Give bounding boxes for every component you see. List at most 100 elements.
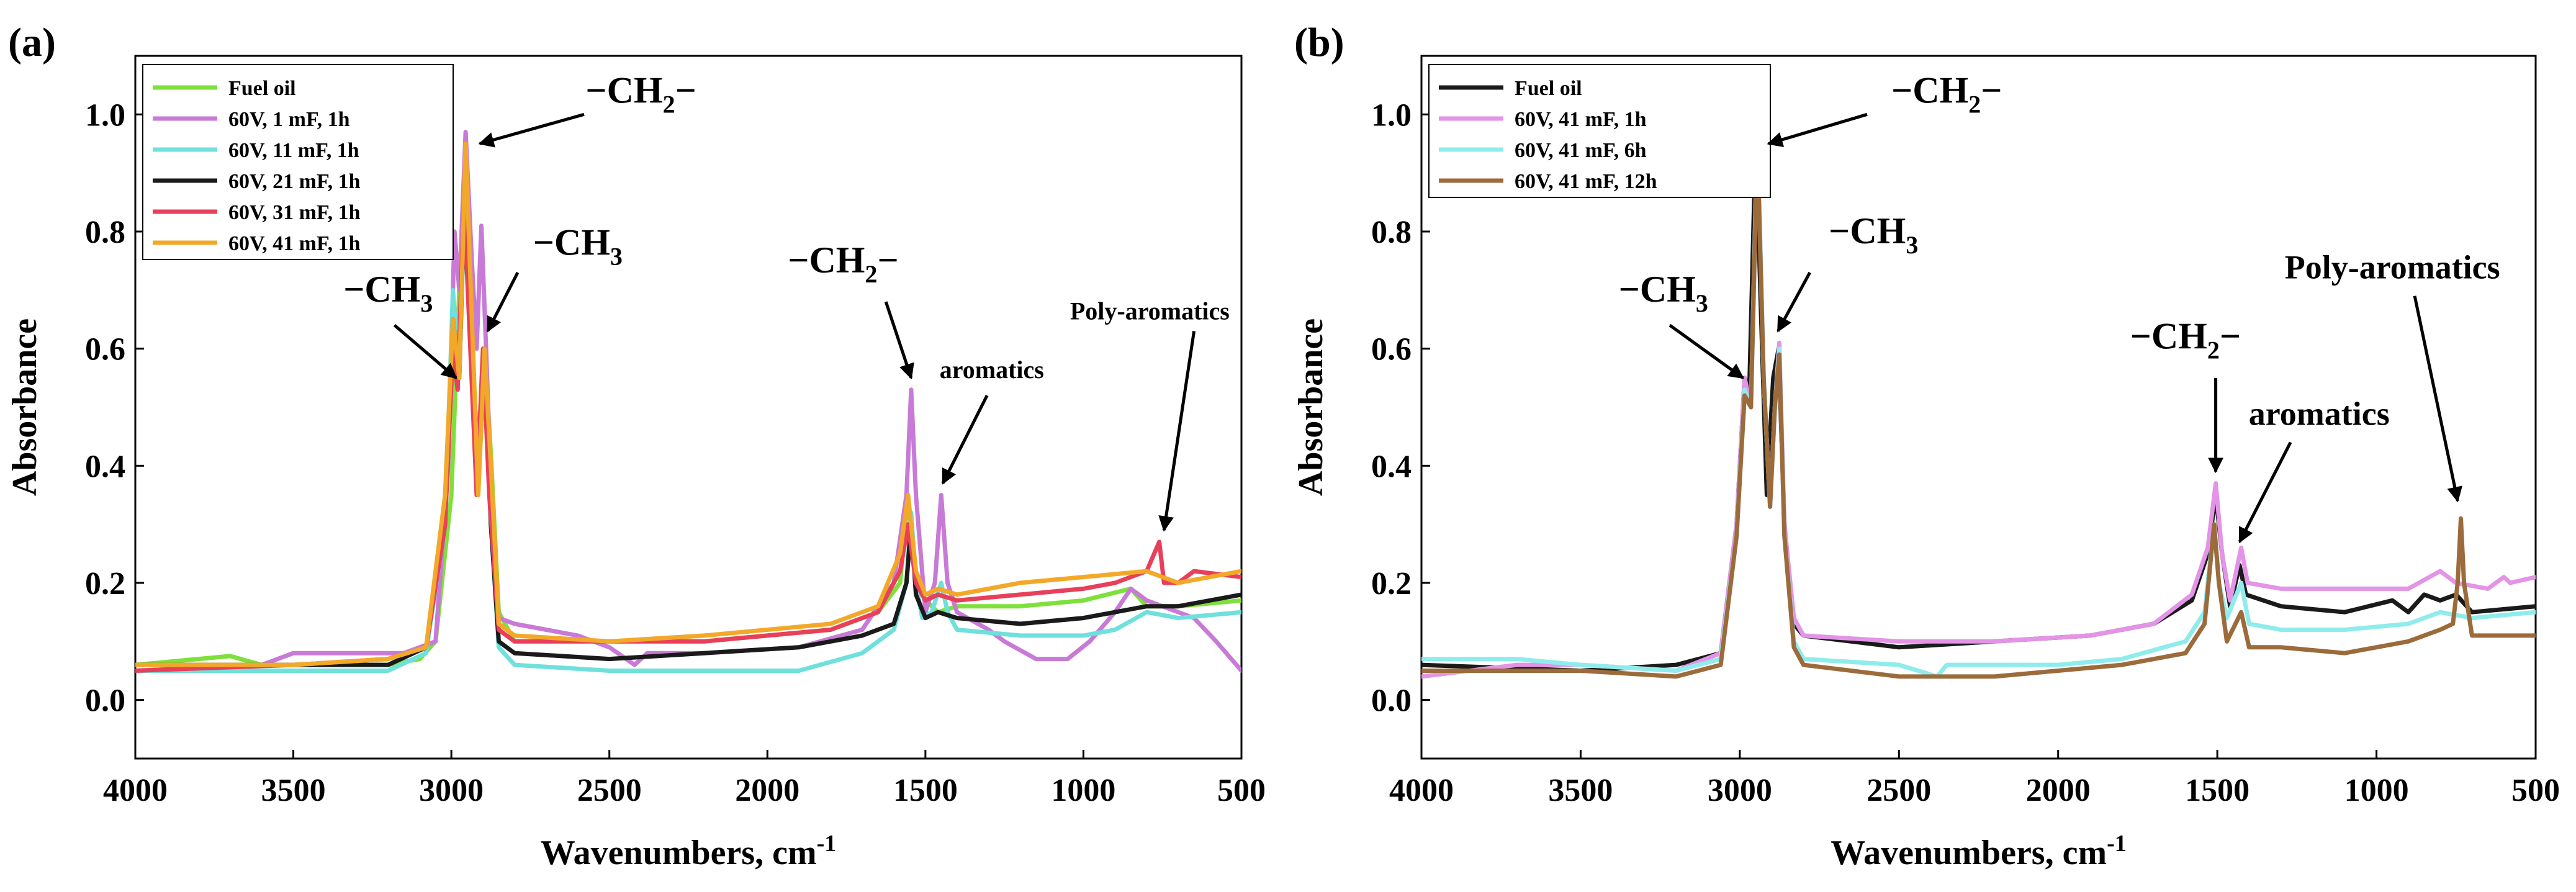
annotation-label: −CH3: [343, 269, 433, 317]
annotation: −CH2−: [2130, 316, 2241, 474]
annotation-text: CH: [809, 240, 865, 281]
chart-panel-1: (b) 4000 3500 3000 2500 2000 1500 1000 500 0.0 0.2…: [1292, 20, 2560, 872]
annotation-subscript: 3: [1696, 289, 1708, 317]
y-tick-label: 0.0: [1371, 683, 1412, 719]
annotation-label: Poly-aromatics: [2285, 248, 2500, 286]
plot-frame: [1420, 55, 2537, 760]
x-tick-label: 1500: [893, 773, 958, 808]
annotation: Poly-aromatics: [2285, 248, 2500, 503]
y-tick-label: 0.2: [1371, 566, 1412, 601]
series-line-1: [1421, 124, 2536, 679]
annotation-text: CH: [2151, 316, 2207, 357]
annotation-label: −CH2−: [1891, 70, 2002, 118]
annotation: −CH3: [1619, 269, 1745, 379]
x-tick-label: 500: [1217, 773, 1266, 808]
legend-label: 60V, 41 mF, 6h: [1515, 139, 1647, 162]
annotation-text: CH: [607, 70, 663, 110]
annotation-dash: −: [1829, 210, 1850, 251]
annotation-label: −CH2−: [585, 70, 696, 118]
legend-label: Fuel oil: [1515, 77, 1582, 100]
annotation-label: −CH2−: [788, 240, 898, 288]
x-tick-label: 500: [2511, 773, 2560, 808]
annotation-label: −CH3: [1829, 210, 1918, 259]
y-tick-label: 1.0: [1371, 97, 1412, 133]
chart-panel-0: (a) 4000 3500 3000 2500 2000 1500 1000 500 0.0 0.2…: [6, 20, 1266, 872]
annotation-label: −CH3: [1619, 269, 1708, 317]
annotation-subscript: 3: [420, 289, 433, 317]
annotation-subscript: 2: [2207, 336, 2220, 364]
x-tick-label: 4000: [103, 773, 168, 808]
annotation-arrow: [478, 112, 585, 148]
annotation-subscript: 2: [663, 90, 675, 118]
annotation: −CH2−: [788, 240, 914, 380]
legend-label: 60V, 31 mF, 1h: [228, 201, 361, 224]
x-tick-label: 2500: [577, 773, 642, 808]
annotation-text: CH: [1640, 269, 1696, 310]
annotation-text: CH: [1912, 70, 1968, 110]
annotation-arrow: [1669, 323, 1745, 379]
annotation-dash: −: [675, 70, 696, 110]
annotation-label: Poly-aromatics: [1070, 297, 1230, 325]
annotation-dash: −: [1891, 70, 1912, 110]
annotation-dash: −: [788, 240, 809, 281]
annotation-arrow: [1777, 271, 1811, 333]
legend: Fuel oil 60V, 41 mF, 1h 60V, 41 mF, 6h 60V,…: [1428, 64, 1771, 198]
annotation-text: CH: [554, 222, 610, 263]
y-tick-label: 0.8: [85, 215, 125, 250]
annotation-label: −CH3: [533, 222, 623, 271]
annotation: −CH3: [486, 222, 623, 333]
annotation-text: CH: [364, 269, 420, 310]
y-tick-label: 0.4: [85, 449, 125, 484]
x-tick-label: 3000: [1708, 773, 1772, 808]
legend-label: 60V, 41 mF, 1h: [228, 232, 361, 255]
annotation-dash: −: [2130, 316, 2151, 357]
annotation-arrow: [884, 301, 914, 380]
x-tick-label: 3500: [1548, 773, 1613, 808]
annotation-dash: −: [343, 269, 364, 310]
series-group: [1421, 124, 2536, 679]
x-tick-label: 3500: [261, 773, 326, 808]
legend-box: [142, 64, 454, 260]
plot-frame: [134, 55, 1243, 760]
y-tick-label: 1.0: [85, 97, 125, 133]
x-axis-title: Wavenumbers, cm-1: [541, 831, 837, 872]
annotation-dash: −: [2220, 316, 2241, 357]
annotation-dash: −: [585, 70, 606, 110]
series-line-3: [1421, 142, 2536, 679]
annotation-arrow: [2238, 441, 2292, 544]
x-tick-label: 4000: [1389, 773, 1454, 808]
annotation: −CH2−: [1767, 70, 2002, 148]
annotation-dash: −: [533, 222, 554, 263]
annotation-subscript: 2: [1968, 90, 1981, 118]
annotation-subscript: 3: [610, 243, 623, 271]
annotation: −CH2−: [478, 70, 696, 148]
annotation-arrow: [486, 271, 520, 333]
y-tick-label: 0.4: [1371, 449, 1412, 484]
x-axis-title-sup: -1: [817, 831, 837, 857]
legend: Fuel oil 60V, 1 mF, 1h 60V, 11 mF, 1h 60V, …: [142, 64, 454, 260]
y-tick-label: 0.0: [85, 683, 125, 719]
legend-label: 60V, 21 mF, 1h: [228, 170, 361, 193]
series-line-5: [135, 142, 1241, 667]
annotation-arrow: [1767, 112, 1868, 148]
annotation-arrow: [393, 324, 457, 379]
x-axis-title-text: Wavenumbers, cm: [1831, 834, 2107, 872]
annotation-dash: −: [877, 240, 898, 281]
annotation-arrow: [1158, 330, 1196, 532]
y-tick-label: 0.2: [85, 566, 125, 601]
legend-label: 60V, 41 mF, 12h: [1515, 170, 1657, 193]
x-tick-label: 2000: [735, 773, 799, 808]
annotation: Poly-aromatics: [1070, 297, 1230, 532]
annotation-arrow: [941, 395, 989, 485]
annotation-dash: −: [1981, 70, 2002, 110]
annotation: aromatics: [940, 356, 1044, 485]
x-tick-label: 1500: [2185, 773, 2249, 808]
legend-label: Fuel oil: [228, 77, 296, 100]
annotation-dash: −: [1619, 269, 1640, 310]
y-tick-label: 0.8: [1371, 215, 1412, 250]
annotation: aromatics: [2238, 395, 2390, 544]
annotation-label: aromatics: [940, 356, 1044, 384]
annotation-text: CH: [1850, 210, 1906, 251]
